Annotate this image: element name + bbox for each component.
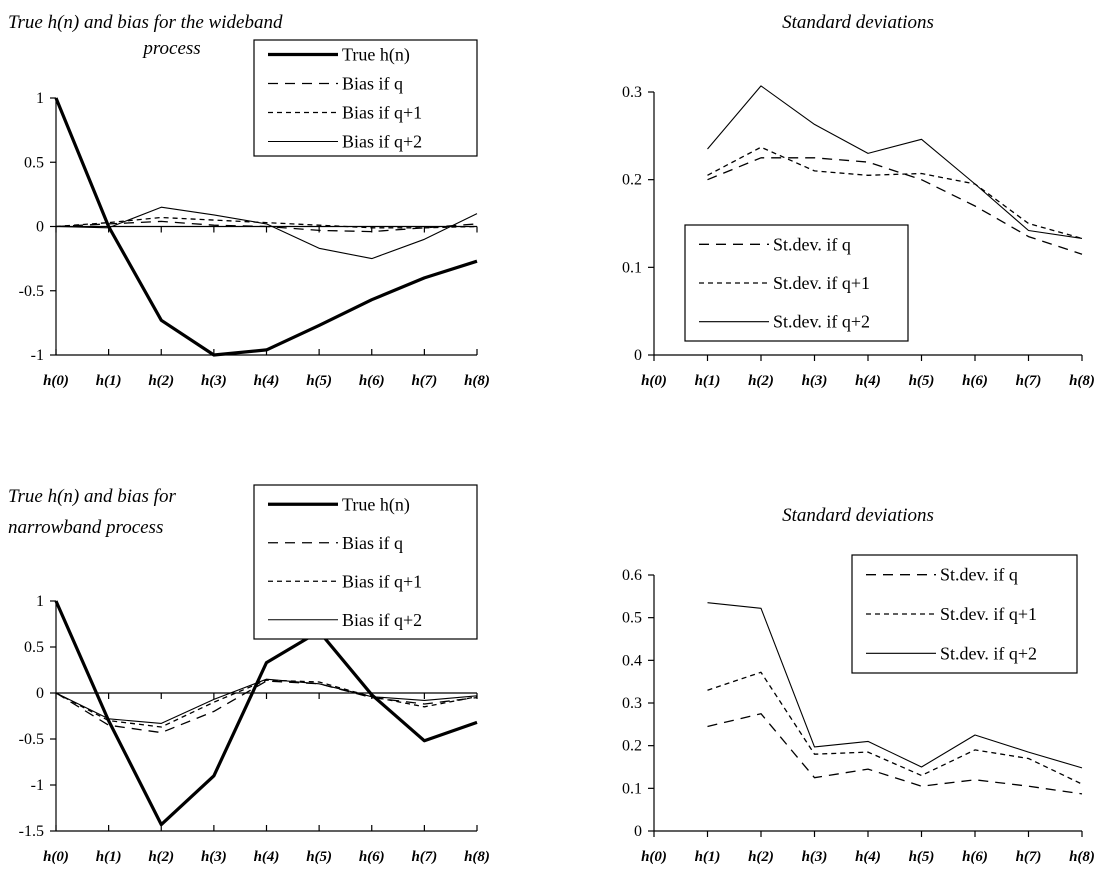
legend-label: Bias if q — [342, 74, 403, 94]
x-tick-label: h(0) — [43, 849, 69, 865]
y-tick-label: 0.1 — [622, 780, 642, 797]
chart-wideband-std: Standard deviations 0 0.1 0.2 0.3 h(0) h(1) h(2… — [622, 12, 1095, 389]
x-tick-label: h(0) — [43, 373, 69, 389]
series-line — [707, 157, 1083, 255]
legend-label: Bias if q+1 — [342, 103, 422, 123]
y-tick-label: 0.5 — [622, 610, 642, 627]
x-tick-label: h(5) — [306, 373, 332, 389]
chart-wideband-bias: True h(n) and bias for the wideband proce… — [8, 12, 490, 389]
series-line — [707, 85, 1083, 239]
x-tick-label: h(6) — [962, 849, 988, 865]
x-tick-label: h(4) — [254, 373, 280, 389]
x-tick-label: h(0) — [641, 849, 667, 865]
series-line — [707, 671, 1083, 785]
chart-title-line: True h(n) and bias for — [8, 486, 176, 507]
x-tick-label: h(3) — [201, 373, 227, 389]
chart-title-line: True h(n) and bias for the wideband — [8, 12, 283, 33]
y-tick-label: 0.4 — [622, 652, 642, 669]
chart-title-line: Standard deviations — [782, 505, 934, 526]
legend-label: True h(n) — [342, 45, 410, 66]
x-tick-label: h(2) — [148, 849, 174, 865]
x-tick-label: h(7) — [411, 849, 437, 865]
chart-title-line: Standard deviations — [782, 12, 934, 33]
x-tick-label: h(4) — [254, 849, 280, 865]
x-tick-label: h(4) — [855, 849, 881, 865]
series-line — [55, 678, 478, 724]
x-tick-label: h(7) — [411, 373, 437, 389]
y-tick-label: 1 — [36, 90, 44, 107]
y-tick-label: 0.6 — [622, 567, 642, 584]
series-line — [55, 679, 478, 728]
x-tick-label: h(3) — [802, 849, 828, 865]
legend-label: True h(n) — [342, 494, 410, 515]
legend-label: St.dev. if q — [773, 234, 851, 254]
series-line — [55, 680, 478, 734]
chart-narrowband-std: Standard deviations 0 0.1 0.2 0.3 0.4 0.5 0.6 h(… — [622, 505, 1095, 865]
x-tick-label: h(6) — [359, 373, 385, 389]
series-line — [707, 602, 1083, 769]
y-tick-label: -1.5 — [19, 823, 44, 840]
x-tick-label: h(1) — [695, 373, 721, 389]
x-tick-label: h(3) — [802, 373, 828, 389]
legend-box — [253, 39, 478, 157]
legend-label: Bias if q+2 — [342, 132, 422, 152]
series-line — [55, 206, 478, 260]
y-tick-label: 0.5 — [24, 639, 44, 656]
x-tick-label: h(7) — [1016, 849, 1042, 865]
x-tick-label: h(5) — [306, 849, 332, 865]
x-tick-label: h(4) — [855, 373, 881, 389]
y-tick-label: 0.2 — [622, 738, 642, 755]
x-tick-label: h(1) — [695, 849, 721, 865]
x-tick-label: h(2) — [748, 373, 774, 389]
legend-label: Bias if q — [342, 533, 403, 553]
y-tick-label: -0.5 — [19, 731, 44, 748]
x-tick-label: h(8) — [1069, 849, 1095, 865]
x-tick-label: h(1) — [96, 373, 122, 389]
y-tick-label: -0.5 — [19, 283, 44, 300]
series-line — [707, 713, 1083, 795]
x-tick-label: h(1) — [96, 849, 122, 865]
legend-box — [253, 484, 478, 640]
y-tick-label: 0.2 — [622, 172, 642, 189]
legend-label: St.dev. if q+1 — [940, 604, 1037, 624]
legend-label: St.dev. if q+1 — [773, 273, 870, 293]
x-tick-label: h(6) — [359, 849, 385, 865]
y-tick-label: 0.3 — [622, 695, 642, 712]
x-tick-label: h(8) — [464, 373, 490, 389]
y-tick-label: -1 — [31, 777, 44, 794]
y-tick-label: -1 — [31, 347, 44, 364]
legend-label: St.dev. if q+2 — [773, 312, 870, 332]
y-tick-label: 0 — [634, 823, 642, 840]
x-tick-label: h(8) — [464, 849, 490, 865]
legend-label: St.dev. if q — [940, 565, 1018, 585]
legend-label: Bias if q+1 — [342, 571, 422, 591]
chart-narrowband-bias: True h(n) and bias for narrowband process… — [8, 484, 490, 865]
y-tick-label: 0.5 — [24, 154, 44, 171]
series-line — [55, 220, 478, 233]
y-tick-label: 0 — [36, 685, 44, 702]
series-line — [707, 146, 1083, 240]
y-tick-label: 0.3 — [622, 84, 642, 101]
chart-title-line: process — [141, 38, 200, 59]
x-tick-label: h(3) — [201, 849, 227, 865]
x-tick-label: h(7) — [1016, 373, 1042, 389]
legend-label: Bias if q+2 — [342, 610, 422, 630]
series-line — [54, 97, 478, 357]
y-tick-label: 0 — [634, 347, 642, 364]
x-tick-label: h(0) — [641, 373, 667, 389]
x-tick-label: h(2) — [148, 373, 174, 389]
series-line — [55, 216, 478, 229]
y-tick-label: 0.1 — [622, 259, 642, 276]
series-line — [54, 600, 478, 827]
x-tick-label: h(8) — [1069, 373, 1095, 389]
x-tick-label: h(5) — [909, 373, 935, 389]
x-tick-label: h(2) — [748, 849, 774, 865]
chart-title-line: narrowband process — [8, 517, 163, 538]
x-tick-label: h(5) — [909, 849, 935, 865]
legend-label: St.dev. if q+2 — [940, 643, 1037, 663]
x-tick-label: h(6) — [962, 373, 988, 389]
y-tick-label: 0 — [36, 219, 44, 236]
y-tick-label: 1 — [36, 593, 44, 610]
